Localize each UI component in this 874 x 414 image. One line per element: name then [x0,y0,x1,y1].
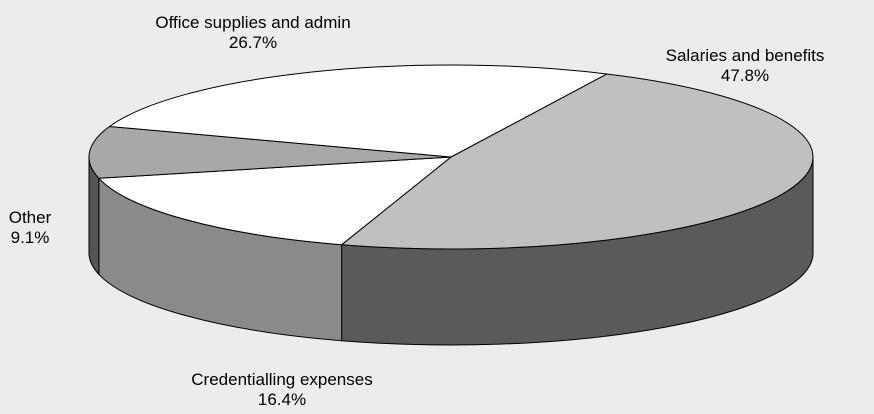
label-other-pct: 9.1% [10,228,50,247]
pie-slice-credentialling-expenses [98,156,452,246]
pie-slice-salaries-and-benefits [341,73,814,250]
label-office-supplies: Office supplies and admin 26.7% [155,13,350,53]
label-other-name: Other [8,208,52,227]
label-salaries-pct: 47.8% [720,66,770,85]
label-credentialling-pct: 16.4% [257,390,307,409]
pie-slice-other [88,125,452,179]
pie-slice-office-supplies-and-admin [109,64,608,158]
pie-sides-group [88,156,814,346]
label-salaries: Salaries and benefits 47.8% [666,46,825,86]
label-credentialling: Credentialling expenses 16.4% [191,370,372,410]
label-other: Other 9.1% [9,208,52,248]
label-credentialling-name: Credentialling expenses [191,370,373,389]
label-salaries-name: Salaries and benefits [665,46,825,65]
label-office-supplies-name: Office supplies and admin [155,13,351,32]
pie-tops-group [88,64,814,250]
label-office-supplies-pct: 26.7% [228,33,278,52]
